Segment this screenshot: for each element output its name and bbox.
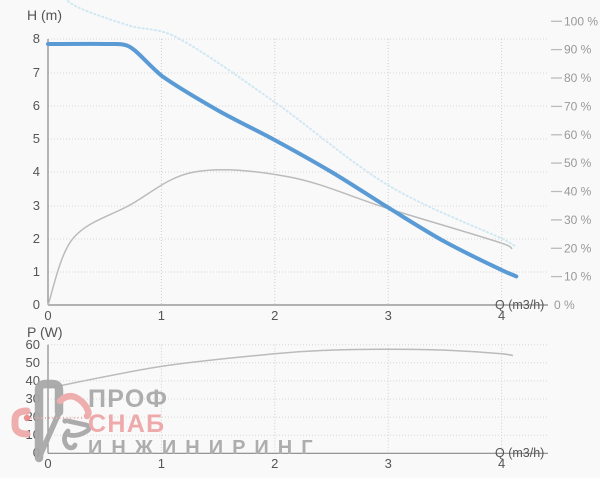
svg-text:50 %: 50 % (564, 156, 592, 170)
svg-text:7: 7 (33, 65, 40, 80)
svg-text:20 %: 20 % (564, 241, 592, 255)
svg-text:1: 1 (158, 308, 165, 323)
svg-text:0 %: 0 % (554, 298, 575, 312)
svg-text:10 %: 10 % (564, 270, 592, 284)
svg-text:8: 8 (33, 31, 40, 46)
svg-text:70 %: 70 % (564, 99, 592, 113)
svg-text:60 %: 60 % (564, 128, 592, 142)
svg-text:ПРОФ: ПРОФ (88, 385, 168, 413)
svg-text:5: 5 (33, 131, 40, 146)
svg-text:Q (m3/h): Q (m3/h) (495, 298, 544, 312)
svg-text:30 %: 30 % (564, 213, 592, 227)
svg-text:P (W): P (W) (27, 324, 63, 340)
svg-text:90 %: 90 % (564, 43, 592, 57)
svg-text:3: 3 (385, 456, 392, 471)
svg-text:0: 0 (44, 308, 51, 323)
svg-text:3: 3 (385, 308, 392, 323)
svg-text:СНАБ: СНАБ (88, 410, 165, 438)
svg-text:100 %: 100 % (564, 14, 598, 28)
svg-text:40 %: 40 % (564, 185, 592, 199)
svg-text:H (m): H (m) (27, 7, 62, 23)
svg-text:50: 50 (26, 355, 40, 370)
svg-text:80 %: 80 % (564, 71, 592, 85)
svg-text:4: 4 (33, 164, 40, 179)
svg-text:Q (m3/h): Q (m3/h) (495, 446, 544, 460)
svg-text:3: 3 (33, 198, 40, 213)
svg-text:2: 2 (271, 308, 278, 323)
svg-text:0: 0 (44, 456, 51, 471)
svg-text:1: 1 (33, 264, 40, 279)
svg-text:6: 6 (33, 98, 40, 113)
svg-text:0: 0 (33, 297, 40, 312)
svg-text:2: 2 (33, 231, 40, 246)
svg-text:ИНЖИНИРИНГ: ИНЖИНИРИНГ (88, 437, 322, 459)
